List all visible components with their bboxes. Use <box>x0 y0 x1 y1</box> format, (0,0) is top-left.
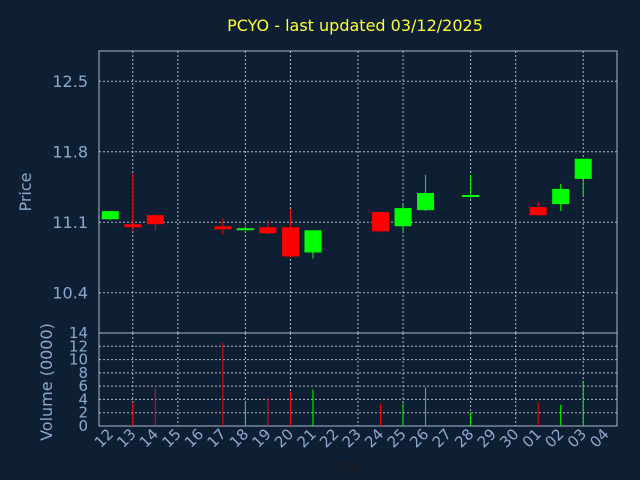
volume-tick-label: 6 <box>78 377 88 395</box>
candle-body <box>124 224 142 228</box>
candle-03 <box>574 158 592 196</box>
candle-body <box>529 207 547 216</box>
candle-17 <box>214 218 232 235</box>
volume-grid <box>99 333 617 426</box>
candle-body <box>372 212 390 232</box>
volume-bars <box>132 342 584 426</box>
volume-tick-label: 0 <box>78 417 88 435</box>
price-tick-label: 11.1 <box>52 213 88 232</box>
candle-21 <box>304 230 322 259</box>
candle-body <box>101 211 119 220</box>
candle-24 <box>372 212 390 233</box>
candle-body <box>574 158 592 179</box>
volume-tick-label: 8 <box>78 364 88 382</box>
price-y-ticks: 10.4 11.1 11.8 12.5 <box>52 72 88 303</box>
price-axis-label: Price <box>16 172 35 211</box>
x-axis-ticks: 1213141516171819202122232425262728293001… <box>91 425 613 451</box>
price-tick-label: 10.4 <box>52 284 88 303</box>
price-panel: 10.4 11.1 11.8 12.5 <box>52 50 618 334</box>
candle-25 <box>394 205 412 234</box>
candle-20 <box>281 209 299 258</box>
candle-body <box>259 227 277 234</box>
x-axis-label: Day <box>333 457 363 475</box>
volume-tick-label: 2 <box>78 404 88 422</box>
volume-tick-label: 4 <box>78 390 88 408</box>
candle-02 <box>552 183 570 212</box>
candle-26 <box>417 174 435 212</box>
candle-body <box>281 227 299 257</box>
candle-body <box>236 228 254 231</box>
candle-13 <box>124 173 142 231</box>
candle-28 <box>462 174 480 199</box>
candle-body <box>417 193 435 211</box>
candle-12 <box>101 211 119 221</box>
candles <box>101 158 592 259</box>
price-tick-label: 11.8 <box>52 143 88 162</box>
volume-tick-label: 12 <box>69 337 88 355</box>
price-tick-label: 12.5 <box>52 72 88 91</box>
chart-title: PCYO - last updated 03/12/2025 <box>227 16 483 35</box>
candle-body <box>552 188 570 205</box>
candle-body <box>394 208 412 227</box>
price-grid <box>99 51 617 333</box>
candle-body <box>214 226 232 230</box>
x-tick-label: 04 <box>586 425 612 451</box>
volume-axis-label: Volume (0000) <box>37 323 56 441</box>
volume-tick-label: 10 <box>69 351 88 369</box>
candle-14 <box>146 215 164 231</box>
candle-18 <box>236 226 254 231</box>
candle-body <box>304 230 322 253</box>
candle-body <box>462 195 480 198</box>
volume-tick-label: 14 <box>69 324 88 342</box>
candle-19 <box>259 220 277 235</box>
candle-body <box>146 215 164 225</box>
candle-01 <box>529 202 547 217</box>
